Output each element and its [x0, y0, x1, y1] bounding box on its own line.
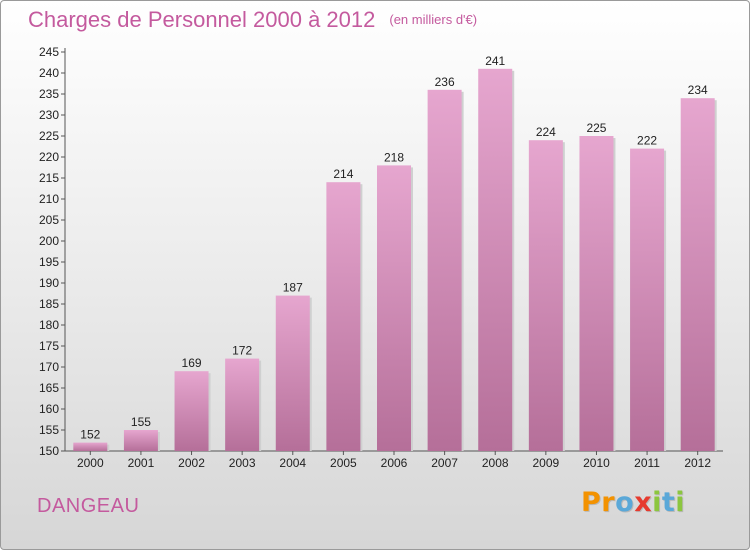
y-tick-label: 195	[39, 255, 59, 269]
data-label: 187	[283, 281, 303, 295]
logo-letter: r	[601, 487, 616, 518]
y-tick-label: 155	[39, 423, 59, 437]
bar	[73, 442, 108, 451]
x-tick-label: 2002	[178, 456, 205, 470]
y-tick-label: 245	[39, 45, 59, 59]
bar	[377, 165, 411, 451]
chart-title: Charges de Personnel 2000 à 2012	[28, 7, 376, 32]
y-tick-label: 240	[39, 66, 59, 80]
x-tick-label: 2003	[229, 456, 256, 470]
x-tick-label: 2011	[634, 456, 660, 470]
data-label: 236	[435, 75, 455, 89]
x-tick-label: 2009	[532, 456, 559, 470]
logo-letter: x	[634, 487, 653, 518]
x-tick-label: 2007	[431, 456, 458, 470]
y-tick-label: 165	[39, 381, 59, 395]
x-tick-label: 2000	[77, 456, 104, 470]
y-tick-label: 185	[39, 297, 59, 311]
y-tick-label: 170	[39, 360, 59, 374]
data-label: 225	[586, 121, 606, 135]
data-label: 155	[131, 415, 151, 429]
y-tick-label: 150	[39, 444, 59, 458]
y-tick-label: 205	[39, 213, 59, 227]
logo-letter: i	[675, 487, 686, 518]
bar	[326, 182, 361, 451]
data-label: 224	[536, 125, 556, 139]
x-tick-label: 2012	[684, 456, 711, 470]
data-label: 152	[80, 428, 100, 442]
bar	[528, 140, 563, 451]
y-tick-label: 235	[39, 87, 59, 101]
y-tick-label: 190	[39, 276, 59, 290]
y-tick-label: 215	[39, 171, 59, 185]
y-tick-label: 180	[39, 318, 59, 332]
data-label: 172	[232, 344, 252, 358]
data-label: 214	[333, 167, 353, 181]
logo-letter: P	[581, 487, 602, 518]
x-tick-label: 2010	[583, 456, 610, 470]
proxiti-logo: Proxiti	[581, 487, 685, 518]
y-tick-label: 200	[39, 234, 59, 248]
bar	[680, 98, 715, 451]
logo-letter: o	[615, 487, 635, 518]
x-tick-label: 2008	[482, 456, 509, 470]
data-label: 234	[688, 83, 708, 97]
bar	[478, 68, 513, 452]
y-tick-label: 175	[39, 339, 59, 353]
data-label: 222	[637, 134, 657, 148]
bar	[123, 430, 158, 451]
data-label: 241	[485, 54, 505, 68]
x-tick-label: 2006	[381, 456, 408, 470]
axes: 150 155 160 165 170 175 180 185 190 195 200 205 210 2…	[39, 45, 723, 458]
bars	[73, 68, 717, 452]
bar	[174, 371, 209, 451]
chart-subtitle: (en milliers d'€)	[389, 12, 478, 27]
bar	[275, 295, 310, 451]
y-tick-label: 160	[39, 402, 59, 416]
y-tick-label: 210	[39, 192, 59, 206]
y-tick-label: 230	[39, 108, 59, 122]
bar	[630, 148, 665, 451]
data-label: 169	[182, 356, 202, 370]
labels: 152 2000 155 2001 169 2002 172 2003 187 2004 214 20…	[77, 54, 711, 470]
bar	[427, 89, 462, 452]
logo-letter: i	[652, 487, 662, 518]
x-tick-label: 2001	[128, 456, 155, 470]
x-tick-label: 2005	[330, 456, 357, 470]
bar	[225, 358, 260, 451]
bar	[579, 136, 614, 451]
place-name: DANGEAU	[37, 495, 140, 517]
chart-title-block: Charges de Personnel 2000 à 2012 (en mill…	[28, 7, 477, 33]
x-tick-label: 2004	[279, 456, 306, 470]
y-tick-label: 225	[39, 129, 59, 143]
logo-letter: t	[661, 487, 676, 518]
data-label: 218	[384, 150, 404, 164]
y-tick-label: 220	[39, 150, 59, 164]
